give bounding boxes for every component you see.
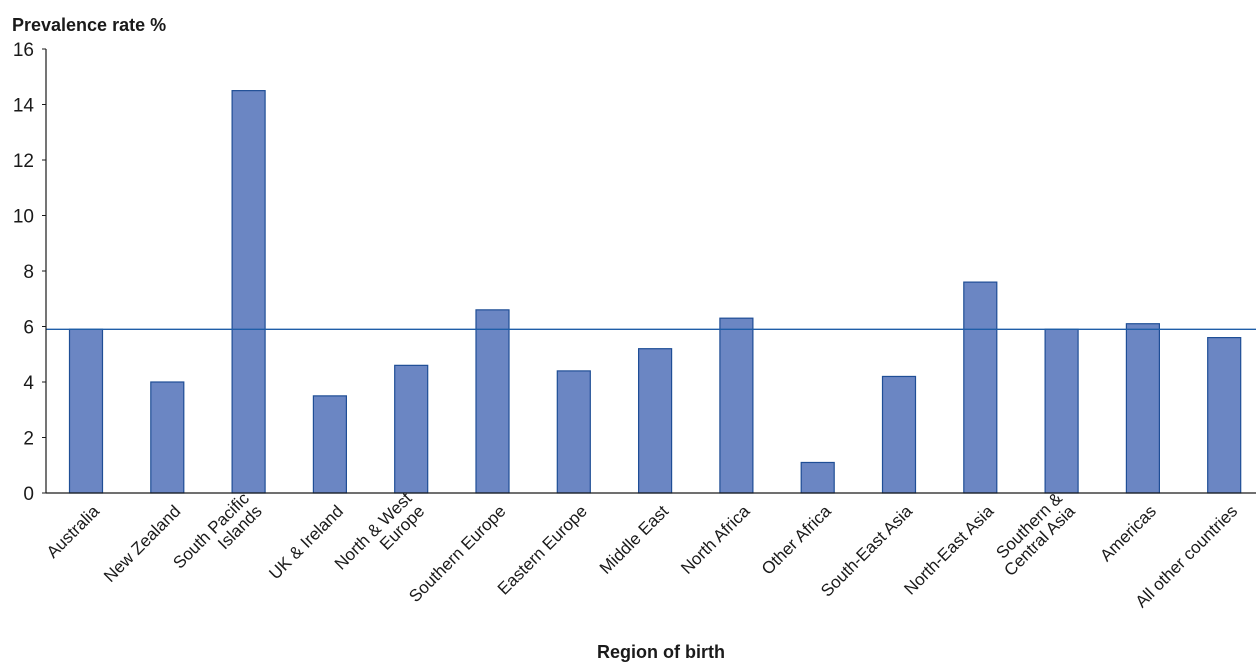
y-tick-label: 4 — [23, 373, 34, 394]
x-tick-label-line: Australia — [43, 501, 104, 562]
bar — [556, 370, 591, 494]
x-tick-label: Americas — [1096, 502, 1160, 566]
bar — [800, 461, 835, 494]
bar — [1044, 328, 1079, 494]
x-tick-label: UK & Ireland — [265, 502, 347, 584]
x-tick-label: Southern &Central Asia — [988, 488, 1079, 579]
bar — [475, 309, 510, 494]
x-tick-label: Other Africa — [758, 501, 835, 578]
y-axis-ticks: 0 2 4 6 8 10 12 14 16 — [13, 40, 46, 505]
x-axis-title: Region of birth — [597, 642, 725, 662]
bar — [637, 348, 673, 494]
y-tick-label: 10 — [13, 207, 34, 228]
x-tick-label: Australia — [43, 501, 104, 562]
y-tick-label: 0 — [23, 484, 34, 505]
bar — [68, 328, 104, 494]
bar — [1207, 337, 1242, 494]
y-tick-label: 8 — [23, 262, 34, 283]
x-tick-label: North & WestEurope — [331, 489, 429, 587]
x-tick-label: South PacificIslands — [169, 489, 266, 586]
x-tick-label-line: UK & Ireland — [265, 502, 347, 584]
x-tick-label-line: Other Africa — [758, 501, 835, 578]
bar — [881, 375, 917, 494]
x-tick-label-line: Americas — [1096, 502, 1160, 566]
y-tick-label: 6 — [23, 318, 34, 339]
bar — [150, 381, 185, 494]
bar — [394, 364, 429, 494]
x-tick-label-line: North Africa — [677, 501, 754, 578]
x-tick-label: Middle East — [596, 501, 672, 577]
x-tick-label-line: Middle East — [596, 501, 672, 577]
bar — [231, 90, 266, 494]
y-tick-label: 16 — [13, 40, 34, 61]
y-tick-label: 12 — [13, 151, 34, 172]
y-tick-label: 2 — [23, 429, 34, 450]
x-tick-label-line: New Zealand — [100, 502, 184, 586]
x-tick-label: New Zealand — [100, 502, 184, 586]
bars — [68, 90, 1242, 494]
bar — [719, 317, 754, 494]
x-tick-label: North Africa — [677, 501, 754, 578]
bar — [312, 395, 347, 494]
y-tick-label: 14 — [13, 96, 35, 117]
y-axis-title: Prevalence rate % — [12, 15, 166, 35]
bar — [1125, 323, 1161, 494]
bar — [963, 281, 998, 494]
